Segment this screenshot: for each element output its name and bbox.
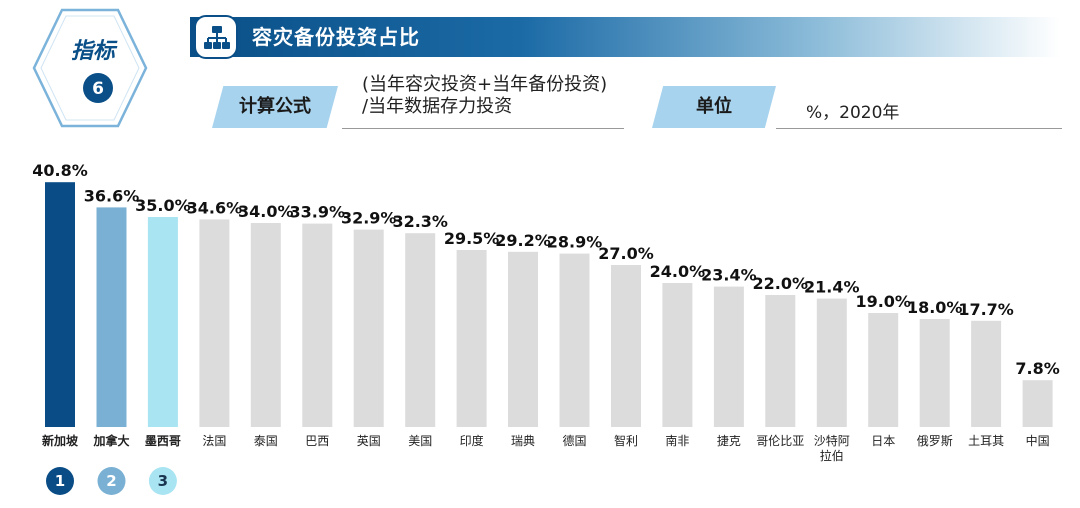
badge-number-circle <box>83 73 113 103</box>
rank-badge-3 <box>148 467 177 495</box>
value-label-11: 27.0% <box>598 244 654 263</box>
page-title: 容灾备份投资占比 <box>252 25 420 49</box>
unit-underline <box>776 128 1062 129</box>
category-label-16: 日本 <box>871 434 895 448</box>
category-label-8: 印度 <box>460 433 484 448</box>
category-label-19: 中国 <box>1026 433 1050 448</box>
value-label-18: 17.7% <box>958 300 1014 319</box>
bar-6 <box>353 229 384 427</box>
category-label-9: 瑞典 <box>511 434 535 448</box>
bar-19 <box>1022 380 1053 427</box>
category-label-17: 俄罗斯 <box>917 434 953 448</box>
value-label-17: 18.0% <box>907 298 963 317</box>
bar-18 <box>971 320 1002 427</box>
formula-label: 计算公式 <box>212 86 338 128</box>
title-bar <box>190 17 1060 57</box>
category-label-15-1: 拉伯 <box>820 448 844 463</box>
category-label-13: 捷克 <box>717 434 741 448</box>
bar-4 <box>250 223 281 427</box>
bar-12 <box>662 283 693 427</box>
bar-7 <box>405 233 436 427</box>
rank-number-3: 3 <box>158 472 168 490</box>
category-label-18: 土耳其 <box>968 434 1004 448</box>
badge-number: 6 <box>92 79 104 99</box>
indicator-badge: 指标 6 <box>32 8 148 128</box>
value-label-12: 24.0% <box>650 262 706 281</box>
value-label-9: 29.2% <box>495 231 551 250</box>
bar-3 <box>199 219 230 427</box>
category-label-0: 新加坡 <box>42 433 79 448</box>
value-label-16: 19.0% <box>855 292 911 311</box>
bar-10 <box>559 253 590 427</box>
value-label-3: 34.6% <box>187 198 243 217</box>
value-label-4: 34.0% <box>238 202 294 221</box>
value-label-15: 21.4% <box>804 278 860 297</box>
unit-value: %，2020年 <box>806 103 900 123</box>
category-label-12: 南非 <box>665 433 689 448</box>
category-label-15-0: 沙特阿 <box>814 433 850 448</box>
category-label-2: 墨西哥 <box>145 434 181 448</box>
rank-badge-2 <box>97 467 126 495</box>
value-label-0: 40.8% <box>32 161 88 180</box>
category-label-6: 英国 <box>357 434 381 448</box>
value-label-7: 32.3% <box>392 212 448 231</box>
value-label-13: 23.4% <box>701 266 757 285</box>
bar-2 <box>147 217 178 427</box>
value-label-6: 32.9% <box>341 209 397 228</box>
bar-0 <box>45 182 75 427</box>
bar-16 <box>868 313 899 427</box>
formula-underline <box>342 128 624 129</box>
bar-chart: 40.8%新加坡36.6%加拿大35.0%墨西哥34.6%法国34.0%泰国33… <box>32 161 1060 495</box>
bar-14 <box>765 295 796 427</box>
badge-label: 指标 <box>71 39 118 64</box>
bar-5 <box>302 223 333 427</box>
title-icon-box <box>194 15 238 59</box>
category-label-10: 德国 <box>562 433 586 448</box>
value-label-10: 28.9% <box>547 233 603 252</box>
formula-value: (当年容灾投资+当年备份投资) /当年数据存力投资 <box>362 74 622 118</box>
value-label-2: 35.0% <box>135 196 191 215</box>
category-label-1: 加拿大 <box>92 433 129 448</box>
value-label-19: 7.8% <box>1015 359 1059 378</box>
rank-badge-1 <box>46 467 74 495</box>
bar-1 <box>96 207 127 427</box>
bar-8 <box>456 250 487 427</box>
formula-line-1: (当年容灾投资+当年备份投资) <box>362 74 608 95</box>
category-label-5: 巴西 <box>305 434 329 448</box>
badge-hexagon <box>32 8 148 128</box>
formula-line-2: /当年数据存力投资 <box>362 96 513 117</box>
value-label-1: 36.6% <box>84 186 140 205</box>
value-label-14: 22.0% <box>753 274 809 293</box>
rank-number-1: 1 <box>55 472 65 490</box>
category-label-3: 法国 <box>202 434 226 448</box>
bar-9 <box>508 251 538 427</box>
category-label-11: 智利 <box>614 433 638 448</box>
bar-17 <box>919 319 950 427</box>
category-label-4: 泰国 <box>254 434 278 448</box>
network-icon <box>204 26 230 49</box>
bar-13 <box>713 286 744 427</box>
category-label-7: 美国 <box>408 434 432 448</box>
category-label-14: 哥伦比亚 <box>756 433 804 448</box>
unit-label: 单位 <box>652 86 776 128</box>
value-label-8: 29.5% <box>444 229 500 248</box>
rank-number-2: 2 <box>106 472 116 490</box>
bar-11 <box>611 265 641 427</box>
value-label-5: 33.9% <box>290 203 346 222</box>
bar-15 <box>816 298 847 427</box>
badge-hexagon-inner <box>40 15 140 121</box>
